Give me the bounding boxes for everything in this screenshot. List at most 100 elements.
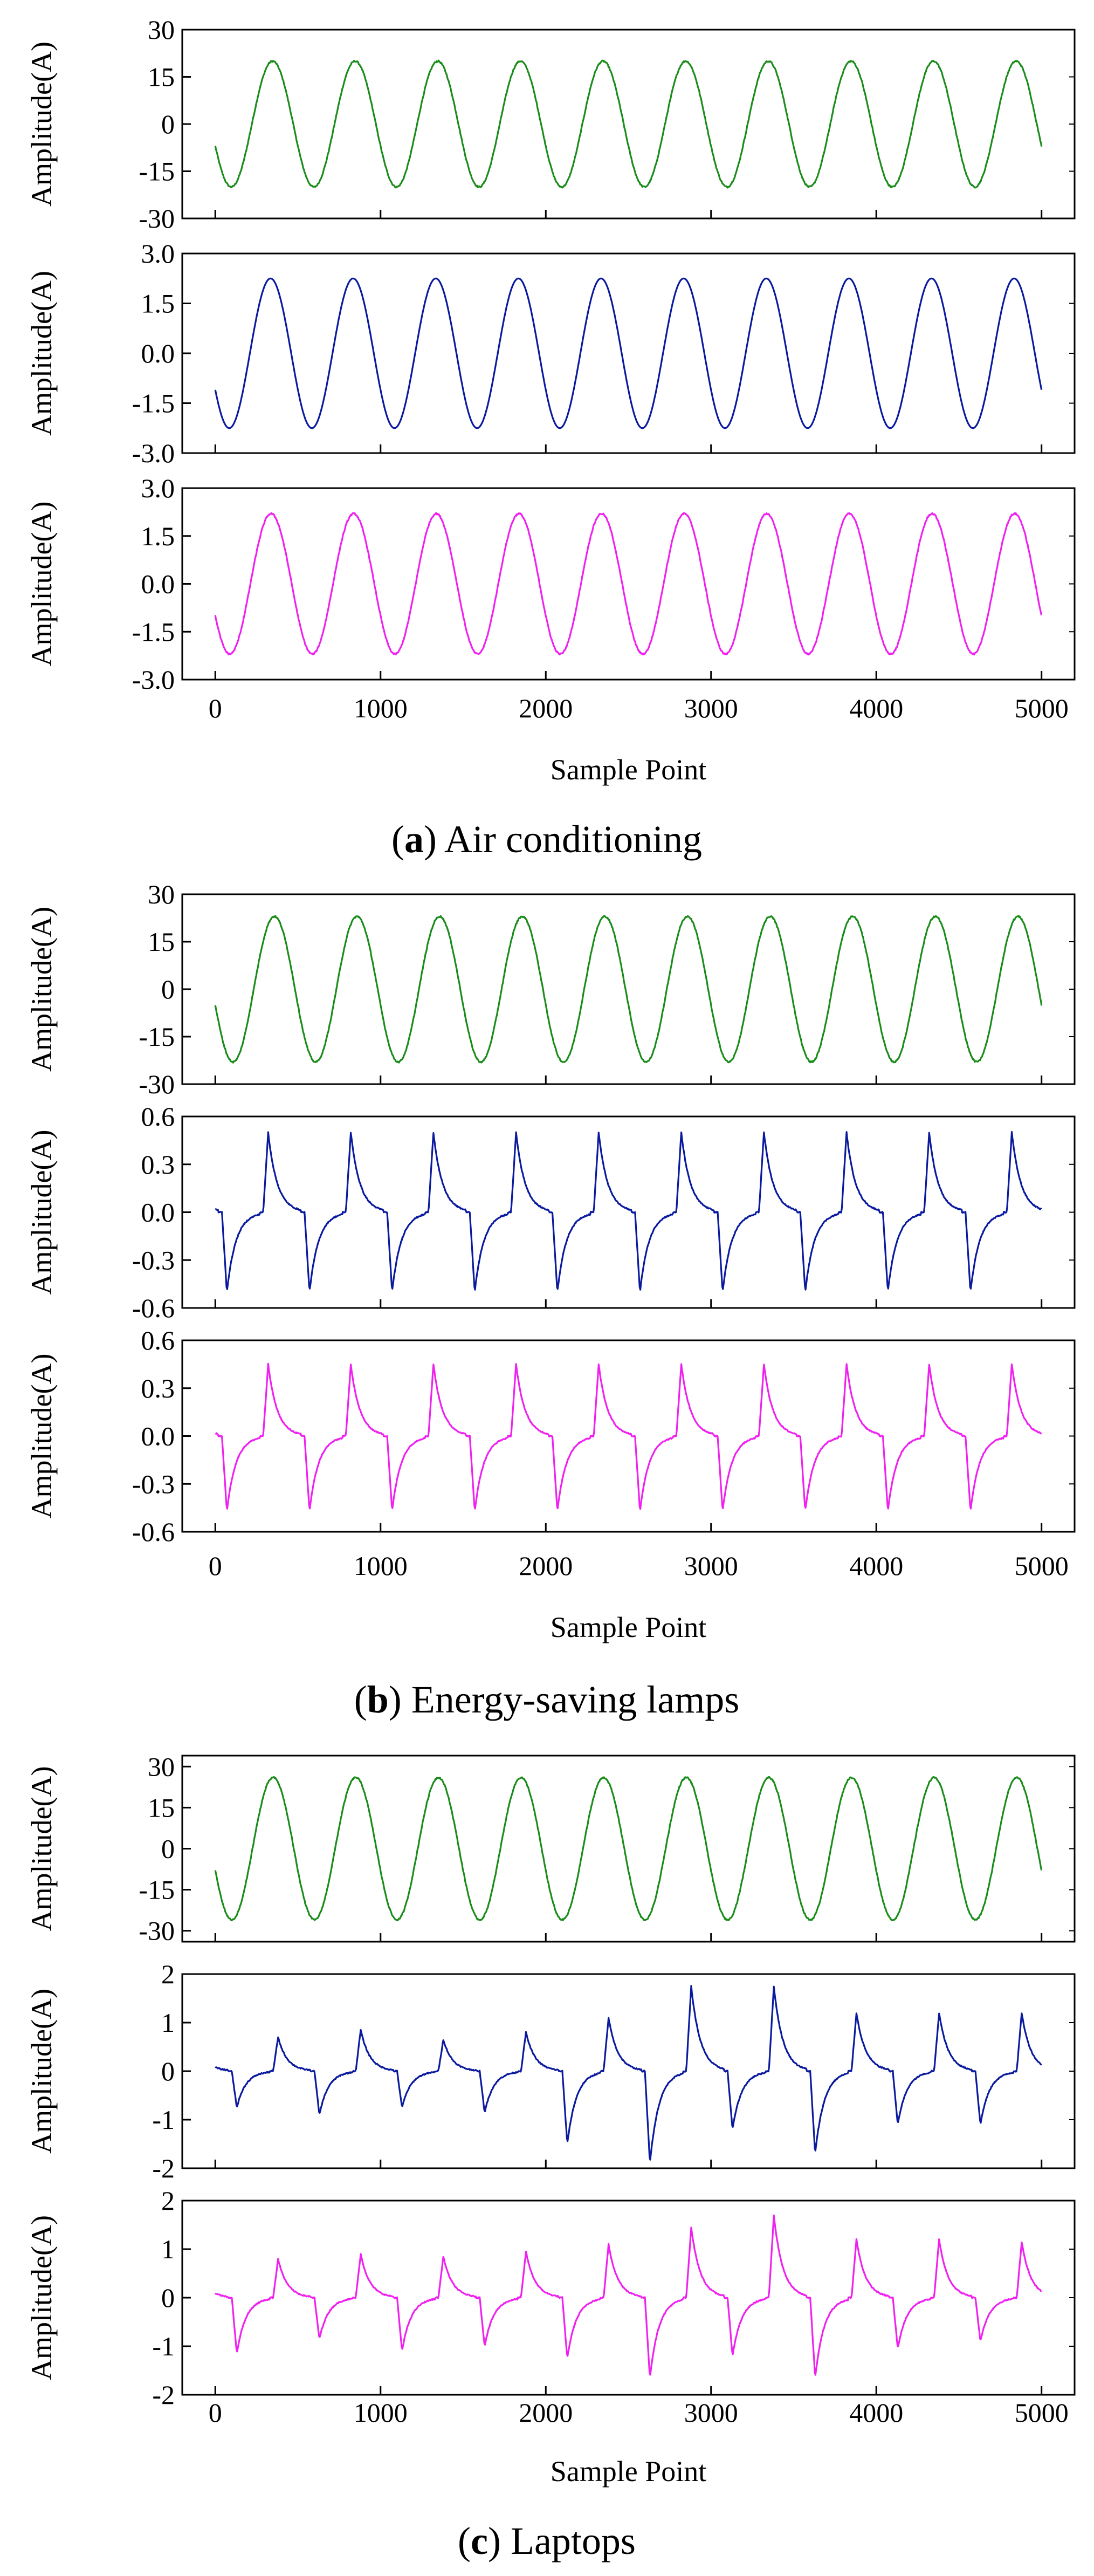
plot-frame — [181, 2200, 1076, 2396]
y-tick-label: 0.0 — [141, 338, 175, 368]
y-tick-label: 0 — [161, 974, 175, 1004]
x-tick-label: 0 — [209, 2397, 222, 2428]
y-tick-label: 15 — [148, 1792, 175, 1823]
y-tick-label: 0.0 — [141, 569, 175, 599]
series-line-magenta — [214, 2214, 1042, 2376]
y-axis-label: Amplitude(A) — [25, 2215, 58, 2380]
x-axis-label: Sample Point — [551, 1611, 707, 1643]
x-tick-label: 2000 — [519, 1551, 573, 1581]
figure-caption-b: (b) Energy-saving lamps — [354, 1678, 740, 1721]
x-tick-label: 1000 — [354, 1551, 408, 1581]
y-tick-label: -1 — [152, 2105, 175, 2135]
series-line-green — [214, 915, 1043, 1064]
y-tick-label: 30 — [148, 879, 175, 909]
y-tick-label: 0 — [161, 1834, 175, 1864]
caption-paren-close: ) — [389, 1678, 411, 1721]
y-tick-label: 0.6 — [141, 1101, 175, 1132]
x-tick-label: 2000 — [519, 2397, 573, 2428]
y-tick-label: 1.5 — [141, 289, 175, 319]
x-axis-label: Sample Point — [551, 753, 707, 786]
y-tick-label: -0.3 — [132, 1245, 175, 1275]
y-tick-label: 0 — [161, 2056, 175, 2086]
series-line-blue — [215, 1985, 1042, 2161]
y-tick-label: -0.3 — [132, 1469, 175, 1499]
y-tick-label: 0 — [161, 2283, 175, 2313]
y-tick-label: 0.6 — [141, 1325, 175, 1355]
y-tick-label: -1.5 — [132, 388, 175, 419]
y-tick-label: 1 — [161, 2234, 175, 2264]
chart-panel-c-2: 2 1 0 -1 -2 Amplitude(A) — [25, 1959, 1076, 2183]
y-tick-label: -1 — [152, 2331, 175, 2361]
y-tick-label: 15 — [148, 927, 175, 957]
caption-letter: a — [404, 818, 424, 861]
y-tick-label: -3.0 — [132, 664, 175, 695]
y-tick-label: -15 — [139, 1022, 175, 1052]
x-tick-label: 4000 — [849, 693, 903, 723]
y-tick-label: 0.0 — [141, 1421, 175, 1451]
figure-caption-c: (c) Laptops — [458, 2519, 636, 2563]
y-tick-label: 0.3 — [141, 1373, 175, 1403]
x-tick-label: 1000 — [354, 693, 408, 723]
caption-paren-open: ( — [458, 2519, 471, 2563]
x-tick-label: 3000 — [684, 2397, 738, 2428]
plot-frame — [181, 1339, 1076, 1533]
chart-panel-a-1: 30 15 0 -15 -30 Amplitude(A) — [25, 15, 1076, 234]
y-axis-label: Amplitude(A) — [25, 1989, 58, 2154]
y-tick-label: 15 — [148, 62, 175, 92]
x-tick-label: 0 — [209, 693, 222, 723]
caption-text: Energy-saving lamps — [411, 1678, 740, 1721]
caption-letter: b — [367, 1678, 389, 1721]
series-line-magenta — [215, 1362, 1042, 1510]
y-tick-label: -2 — [152, 2380, 175, 2410]
y-tick-label: -15 — [139, 1875, 175, 1905]
y-axis-label: Amplitude(A) — [25, 907, 58, 1072]
chart-panel-c-3: 2 1 0 -1 -2 Amplitude(A) — [25, 2186, 1076, 2410]
y-tick-label: -0.6 — [132, 1293, 175, 1323]
caption-paren-close: ) — [488, 2519, 511, 2563]
y-tick-label: 3.0 — [141, 473, 175, 503]
plot-frame — [181, 29, 1076, 220]
y-tick-label: 3.0 — [141, 238, 175, 269]
y-tick-label: -2 — [152, 2153, 175, 2183]
chart-panel-b-1: 30 15 0 -15 -30 Amplitude(A) — [25, 879, 1076, 1099]
y-tick-label: 0.0 — [141, 1197, 175, 1228]
series-line-green — [214, 1776, 1043, 1922]
caption-paren-open: ( — [391, 818, 404, 861]
y-tick-label: -3.0 — [132, 438, 175, 468]
x-tick-label: 4000 — [849, 2397, 903, 2428]
caption-paren-close: ) — [424, 818, 444, 861]
caption-text: Laptops — [511, 2519, 636, 2563]
y-axis-label: Amplitude(A) — [25, 271, 58, 436]
x-tick-label: 1000 — [354, 2397, 408, 2428]
y-tick-label: 2 — [161, 1959, 175, 1989]
y-tick-label: 1 — [161, 2008, 175, 2038]
x-tick-label: 5000 — [1015, 693, 1069, 723]
y-tick-label: 0 — [161, 109, 175, 139]
series-line-blue — [214, 277, 1043, 429]
x-tick-label: 5000 — [1015, 2397, 1069, 2428]
y-axis-label: Amplitude(A) — [25, 1130, 58, 1295]
y-tick-label: -0.6 — [132, 1517, 175, 1547]
y-axis-label: Amplitude(A) — [25, 42, 58, 207]
x-tick-label: 0 — [209, 1551, 222, 1581]
x-tick-label: 3000 — [684, 693, 738, 723]
y-tick-label: 2 — [161, 2186, 175, 2216]
y-tick-label: -1.5 — [132, 616, 175, 647]
y-tick-label: -30 — [139, 1916, 175, 1946]
y-axis-label: Amplitude(A) — [25, 502, 58, 667]
plot-frame — [181, 1115, 1076, 1309]
caption-paren-open: ( — [354, 1678, 367, 1721]
y-tick-label: 0.3 — [141, 1149, 175, 1180]
series-line-magenta — [214, 512, 1043, 656]
y-axis-label: Amplitude(A) — [25, 1354, 58, 1519]
series-line-blue — [215, 1131, 1042, 1291]
figure-caption-a: (a) Air conditioning — [391, 818, 702, 861]
chart-panel-c-1: 30 15 0 -15 -30 Amplitude(A) — [25, 1751, 1076, 1946]
x-tick-label: 5000 — [1015, 1551, 1069, 1581]
y-tick-label: -15 — [139, 156, 175, 187]
caption-letter: c — [471, 2519, 488, 2563]
x-tick-label: 3000 — [684, 1551, 738, 1581]
y-tick-label: -30 — [139, 1069, 175, 1099]
y-axis-label: Amplitude(A) — [25, 1766, 58, 1931]
